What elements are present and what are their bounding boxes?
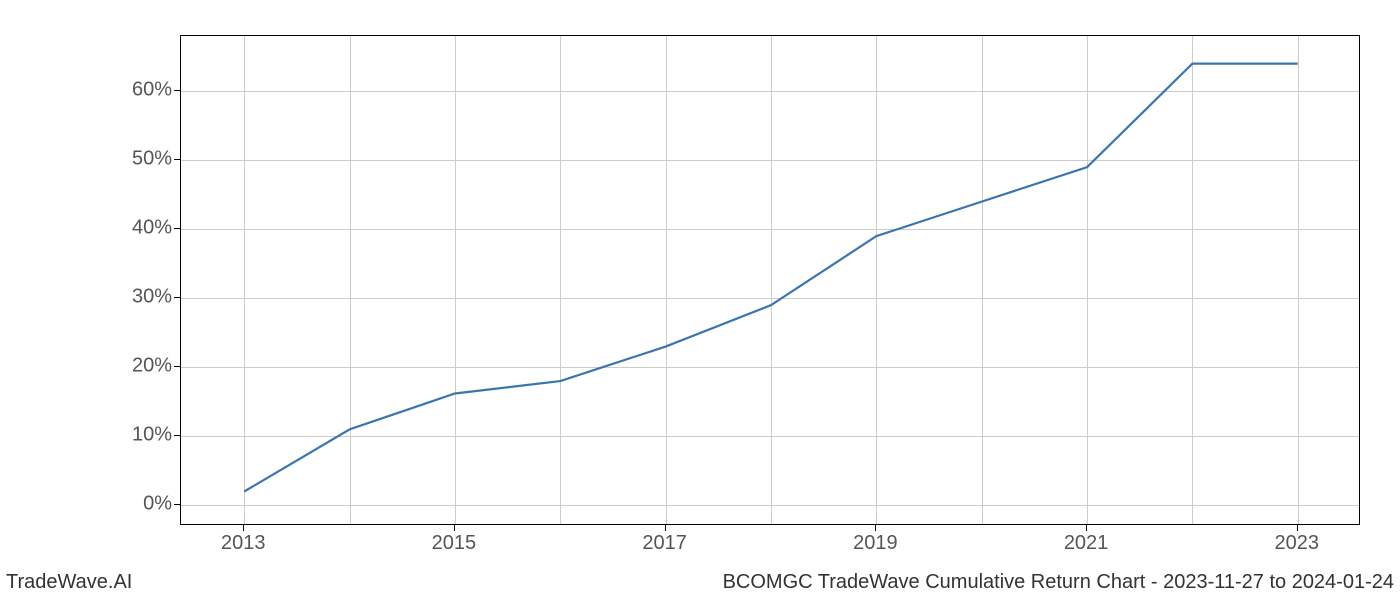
x-tick-mark — [454, 525, 455, 531]
x-tick-mark — [1297, 525, 1298, 531]
y-tick-mark — [174, 159, 180, 160]
y-tick-mark — [174, 504, 180, 505]
x-tick-label: 2013 — [221, 532, 266, 555]
chart-container: 0% 10% 20% 30% 40% 50% 60% 2013 2015 2017 2019 202… — [0, 0, 1400, 600]
x-tick-label: 2017 — [642, 532, 687, 555]
x-tick-label: 2023 — [1275, 532, 1320, 555]
y-tick-mark — [174, 366, 180, 367]
x-tick-mark — [243, 525, 244, 531]
y-tick-label: 20% — [112, 355, 172, 378]
y-tick-mark — [174, 297, 180, 298]
y-tick-label: 30% — [112, 286, 172, 309]
y-tick-label: 50% — [112, 148, 172, 171]
y-tick-label: 60% — [112, 79, 172, 102]
y-tick-mark — [174, 228, 180, 229]
line-series-svg — [181, 36, 1359, 524]
x-tick-label: 2021 — [1064, 532, 1109, 555]
plot-area — [180, 35, 1360, 525]
footer-left-text: TradeWave.AI — [6, 571, 132, 594]
x-tick-mark — [875, 525, 876, 531]
y-tick-mark — [174, 435, 180, 436]
y-tick-label: 0% — [112, 493, 172, 516]
y-tick-mark — [174, 90, 180, 91]
y-tick-label: 40% — [112, 217, 172, 240]
line-series — [244, 64, 1298, 492]
x-tick-mark — [1086, 525, 1087, 531]
footer-right-text: BCOMGC TradeWave Cumulative Return Chart… — [723, 571, 1394, 594]
x-tick-mark — [665, 525, 666, 531]
y-tick-label: 10% — [112, 424, 172, 447]
x-tick-label: 2015 — [432, 532, 477, 555]
x-tick-label: 2019 — [853, 532, 898, 555]
